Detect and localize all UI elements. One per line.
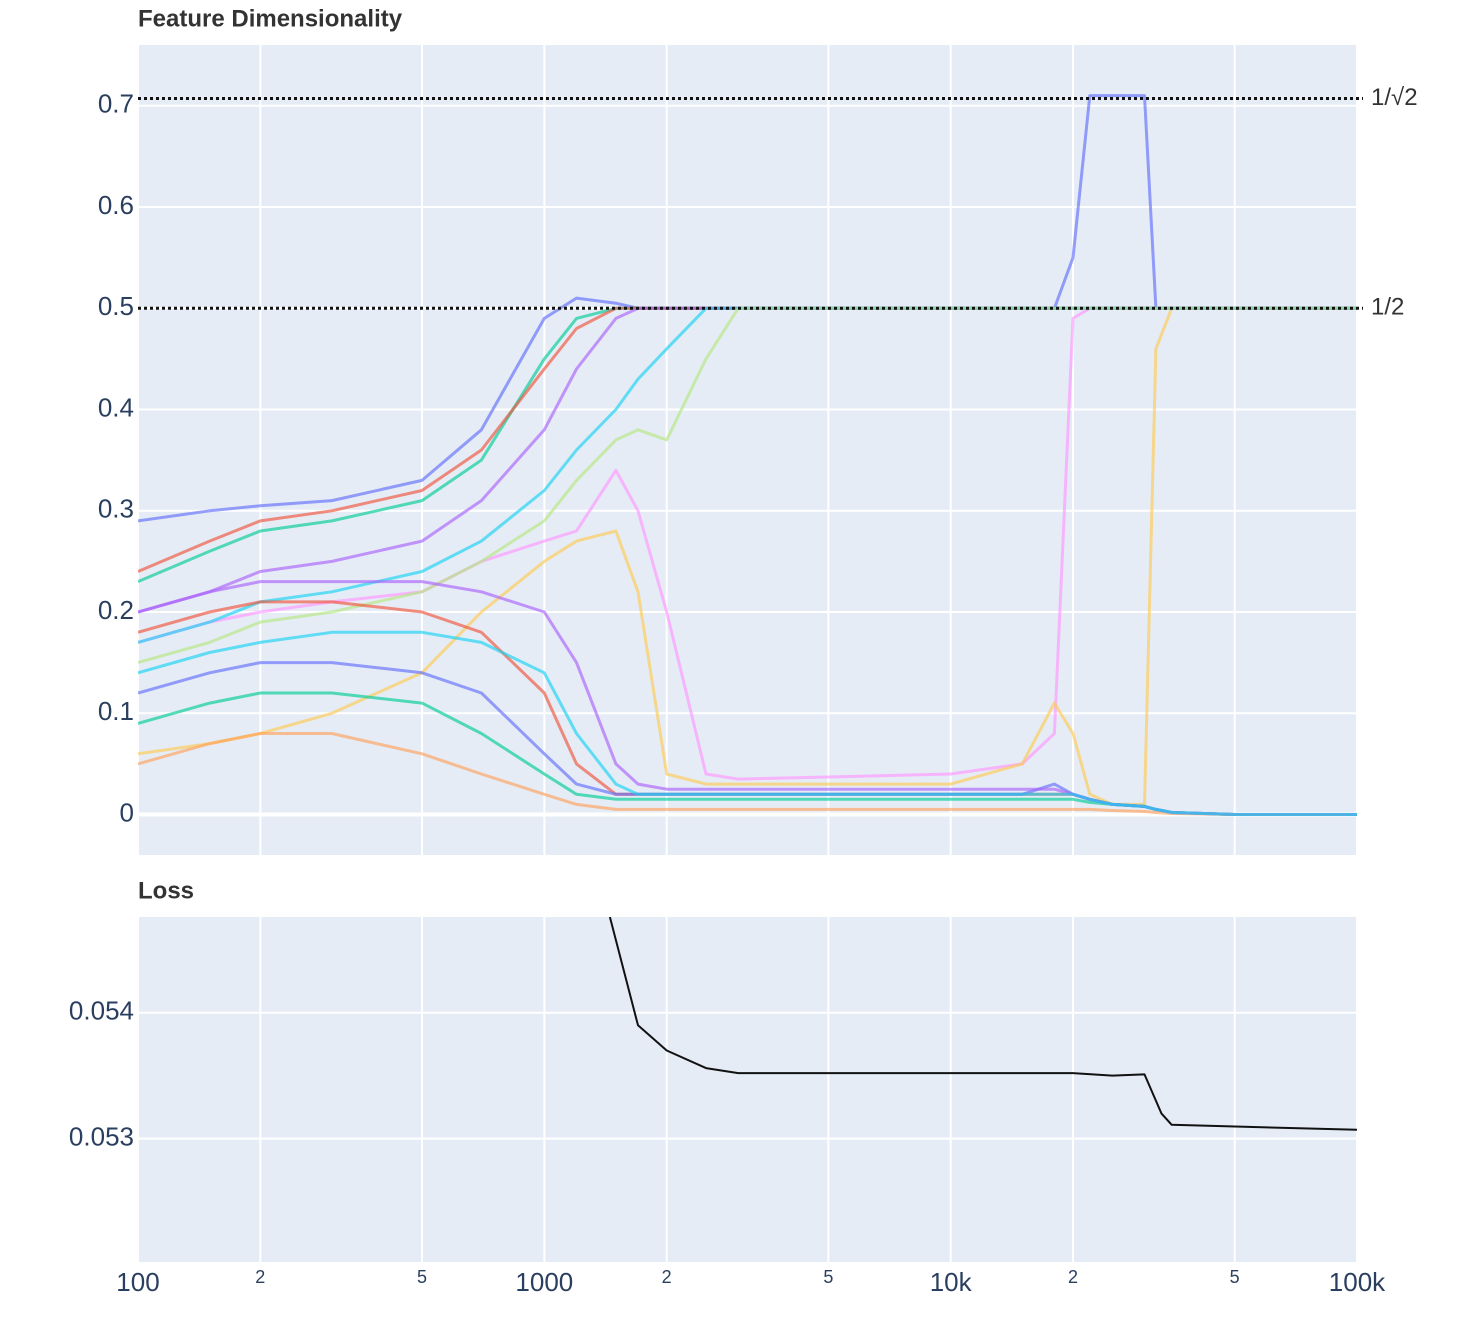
y-tick-label: 0.4 — [98, 392, 134, 422]
y-tick-label: 0.5 — [98, 291, 134, 321]
series-line — [138, 732, 1357, 816]
x-tick-label: 1000 — [515, 1267, 573, 1297]
y-tick-label: 0.053 — [69, 1121, 134, 1151]
x-tick-label: 2 — [255, 1267, 265, 1287]
reference-label: 1/√2 — [1371, 84, 1418, 111]
x-tick-label: 100k — [1329, 1267, 1386, 1297]
series-line — [138, 630, 1357, 816]
y-tick-label: 0.1 — [98, 696, 134, 726]
plot-area — [138, 917, 1357, 1262]
x-tick-label: 100 — [116, 1267, 159, 1297]
x-tick-label: 10k — [930, 1267, 973, 1297]
x-tick-label: 5 — [823, 1267, 833, 1287]
x-tick-label: 5 — [1230, 1267, 1240, 1287]
x-tick-label: 2 — [662, 1267, 672, 1287]
reference-label: 1/2 — [1371, 294, 1404, 321]
y-tick-label: 0.2 — [98, 595, 134, 625]
x-tick-label: 5 — [417, 1267, 427, 1287]
x-tick-label: 2 — [1068, 1267, 1078, 1287]
chart-title: Loss — [138, 877, 194, 904]
series-line — [608, 917, 1357, 1131]
chart-title: Feature Dimensionality — [138, 5, 403, 32]
y-tick-label: 0.054 — [69, 996, 134, 1026]
y-tick-label: 0 — [120, 797, 134, 827]
y-tick-label: 0.7 — [98, 89, 134, 119]
y-tick-label: 0.3 — [98, 494, 134, 524]
y-tick-label: 0.6 — [98, 190, 134, 220]
